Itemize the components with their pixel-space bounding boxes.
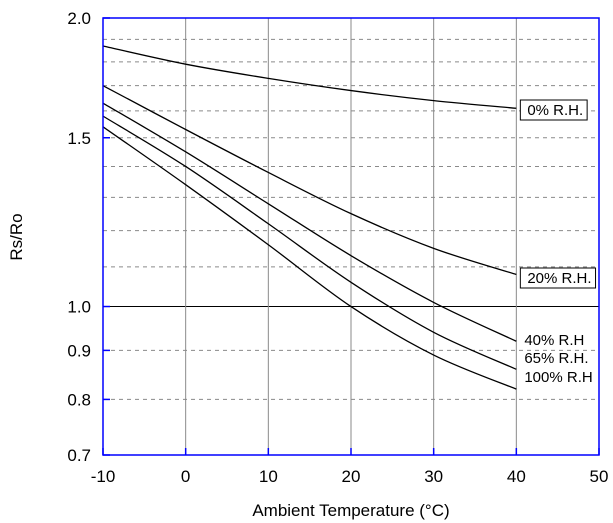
series-line	[102, 102, 517, 342]
series-line	[102, 45, 517, 109]
series-label-box	[519, 267, 597, 289]
x-axis-label: Ambient Temperature (°C)	[252, 501, 449, 520]
y-tick-label: 0.8	[67, 390, 91, 409]
series-line	[102, 126, 517, 390]
x-tick-label: 20	[342, 467, 361, 486]
series-line	[102, 115, 517, 370]
series-label: 20% R.H.	[527, 270, 591, 287]
series-layer	[102, 45, 517, 390]
series-label: 40% R.H	[524, 332, 584, 349]
series-label: 100% R.H	[524, 369, 592, 386]
y-tick-label: 0.7	[67, 446, 91, 465]
y-tick-label: 1.5	[67, 129, 91, 148]
label-layer: 0% R.H. 20% R.H. 40% R.H65% R.H. 100% R.H	[519, 99, 597, 386]
x-tick-label: 0	[181, 467, 190, 486]
y-axis-label: Rs/Ro	[7, 213, 26, 260]
tick-layer: -10 0 10 20 30 40 50 2.0 1.5 1.0 0.9 0.8 0.7	[67, 9, 608, 486]
x-tick-label: -10	[91, 467, 116, 486]
y-tick-label: 1.0	[67, 298, 91, 317]
series-label-box	[519, 99, 588, 121]
x-tick-label: 30	[424, 467, 443, 486]
series-label: 65% R.H.	[524, 350, 588, 367]
y-tick-label: 2.0	[67, 9, 91, 28]
x-tick-label: 50	[590, 467, 609, 486]
grid-layer	[103, 18, 599, 455]
series-label: 0% R.H.	[527, 102, 583, 119]
y-tick-label: 0.9	[67, 341, 91, 360]
series-line	[102, 85, 517, 276]
x-tick-label: 10	[259, 467, 278, 486]
x-tick-label: 40	[507, 467, 526, 486]
